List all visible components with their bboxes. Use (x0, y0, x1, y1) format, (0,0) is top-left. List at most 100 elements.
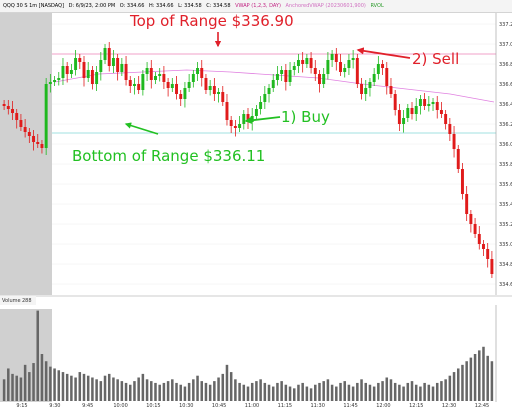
candle-body (19, 120, 23, 127)
volume-bar (326, 379, 330, 401)
candle-body (318, 74, 321, 84)
volume-bar (486, 355, 489, 401)
volume-bar (238, 382, 241, 401)
volume-bar (28, 372, 31, 401)
volume-bars (2, 310, 494, 401)
volume-bar (343, 381, 346, 401)
candle-body (267, 88, 271, 94)
candle-body (82, 62, 86, 78)
volume-bar (465, 361, 468, 401)
candle-body (486, 249, 490, 259)
candle-body (448, 124, 452, 134)
volume-bar (478, 350, 481, 401)
volume-bar (23, 364, 27, 401)
volume-bar (284, 384, 288, 401)
candle-body (166, 82, 170, 88)
candle-body (490, 259, 494, 274)
symbol-label[interactable]: QQQ 30 S 1m [NASDAQ] (3, 3, 65, 9)
volume-bar (482, 346, 485, 401)
volume-bar (385, 377, 389, 401)
candle-body (427, 104, 431, 106)
time-tick-label: 10:00 (113, 403, 127, 408)
anchored-vwap-indicator[interactable]: AnchoredVWAP (20230601,900) (285, 3, 366, 9)
volume-bar (40, 354, 44, 401)
candle-body (238, 124, 242, 128)
candle-body (204, 78, 208, 90)
volume-bar (158, 384, 161, 401)
candle-body (32, 136, 36, 142)
volume-bar (78, 372, 82, 401)
vwap-indicator[interactable]: VWAP (1,2,3, DAY) (235, 3, 281, 9)
price-tick-label: 337.2 (499, 22, 512, 28)
volume-bar (377, 382, 380, 401)
candle-body (271, 80, 275, 88)
volume-bar (2, 379, 6, 401)
candle-body (288, 70, 292, 82)
candle-body (423, 99, 427, 106)
candle-body (376, 64, 380, 74)
candle-body (381, 64, 385, 68)
candle-body (36, 142, 40, 144)
volume-bar (116, 379, 119, 401)
candle-body (372, 74, 376, 82)
candle-body (284, 70, 288, 82)
close-value: C: 334.58 (206, 3, 231, 9)
volume-bar (452, 372, 456, 401)
time-ticks: 9:15 9:30 9:45 10:00 10:15 10:30 10:45 11:00 11:… (16, 403, 489, 408)
volume-bar (381, 381, 384, 401)
candle-body (347, 60, 351, 68)
volume-title-box (0, 296, 36, 305)
volume-bar (246, 386, 250, 401)
candle-body (141, 74, 145, 90)
candle-body (305, 58, 309, 64)
volume-bar (200, 381, 204, 401)
price-tick-label: 334.8 (499, 262, 512, 268)
volume-bar (364, 382, 368, 401)
candle-body (456, 149, 460, 169)
volume-bar (15, 375, 18, 401)
volume-bar (398, 384, 401, 401)
candles (2, 42, 494, 278)
time-tick-label: 12:00 (376, 403, 390, 408)
volume-bar (448, 375, 452, 401)
candle-body (444, 114, 448, 124)
volume-bar (360, 379, 363, 401)
volume-bar (70, 375, 73, 401)
volume-bar (347, 384, 351, 401)
price-tick-label: 336.8 (499, 62, 512, 68)
volume-bar (107, 373, 111, 401)
volume-bar (141, 373, 145, 401)
candle-body (465, 194, 469, 214)
candle-body (229, 120, 233, 126)
price-tick-label: 336.6 (499, 82, 512, 88)
rvol-indicator[interactable]: RVOL (370, 3, 384, 9)
volume-bar (133, 381, 136, 401)
volume-bar (213, 381, 216, 401)
volume-bar (36, 310, 40, 401)
price-tick-label: 334.6 (499, 282, 512, 288)
price-ticks: 337.2 337.0 336.8 336.6 336.4 336.2 336.0 335.8… (499, 22, 512, 288)
candle-body (111, 58, 115, 66)
volume-bar (335, 386, 338, 401)
volume-bar (419, 386, 422, 401)
candle-body (406, 108, 410, 118)
volume-bar (267, 384, 271, 401)
sell-label: 2) Sell (412, 50, 459, 68)
vwap-line (54, 69, 495, 103)
volume-bar (7, 368, 10, 401)
candle-body (439, 110, 443, 114)
volume-bar (234, 379, 237, 401)
price-tick-label: 337.0 (499, 42, 512, 48)
volume-bar (431, 386, 435, 401)
volume-bar (204, 382, 208, 401)
volume-bar (171, 379, 174, 401)
volume-bar (166, 381, 170, 401)
candle-body (124, 64, 128, 80)
candle-body (74, 58, 78, 70)
price-tick-label: 336.2 (499, 122, 512, 128)
candle-body (233, 126, 237, 128)
price-tick-label: 335.6 (499, 182, 512, 188)
volume-bar (82, 373, 86, 401)
volume-bar (217, 377, 220, 401)
